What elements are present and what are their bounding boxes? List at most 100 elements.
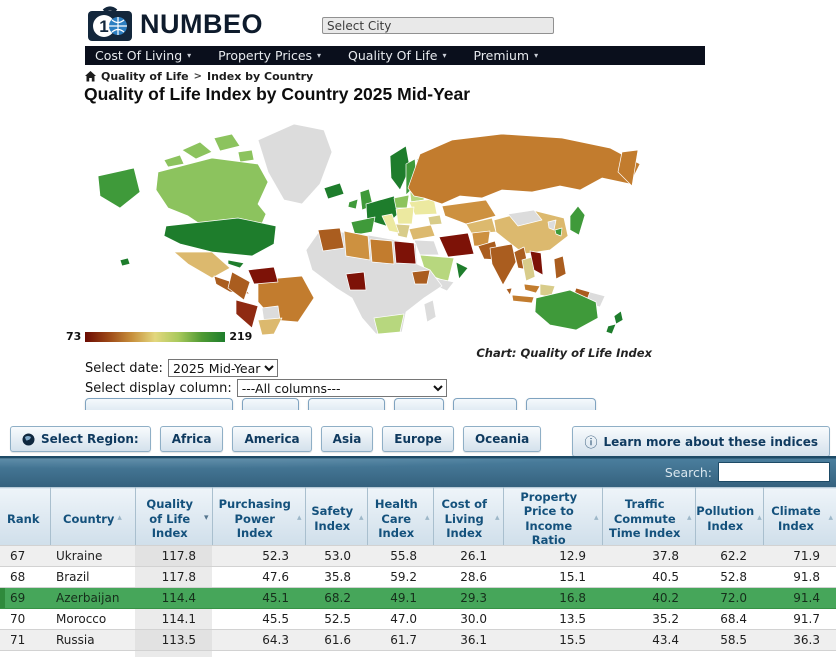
- map-region-hawaii[interactable]: [119, 257, 131, 267]
- map-region-alaska[interactable]: [97, 167, 141, 209]
- column-header-purchasing-power[interactable]: Purchasing Power Index ▴: [212, 487, 306, 551]
- map-region-mongolia[interactable]: [507, 209, 543, 227]
- table-row[interactable]: 67 Ukraine 117.8 52.3 53.0 55.8 26.1 12.9 37.8 62…: [0, 545, 836, 567]
- map-region-poland[interactable]: [393, 194, 410, 209]
- table-row[interactable]: 70 Morocco 114.1 45.5 52.5 47.0 30.0 13.5 35.2 68…: [0, 608, 836, 630]
- column-header-cost-of-living[interactable]: Cost of Living Index ▴: [433, 487, 504, 551]
- column-header-climate[interactable]: Climate Index ▴: [763, 487, 836, 551]
- cutoff-button[interactable]: [394, 398, 444, 410]
- search-input[interactable]: [718, 462, 830, 482]
- map-region-colombia[interactable]: [227, 271, 251, 301]
- cell-property-price-income: 12.9: [503, 545, 602, 567]
- map-region-spain[interactable]: [350, 216, 376, 236]
- map-region-turkey[interactable]: [408, 224, 436, 241]
- nav-cost-of-living[interactable]: Cost Of Living ▾: [95, 48, 192, 63]
- cell-pollution: 62.2: [695, 545, 763, 567]
- column-header-pollution[interactable]: Pollution Index ▴: [695, 487, 764, 551]
- map-region-mexico[interactable]: [173, 251, 231, 279]
- map-region-new-zealand[interactable]: [605, 310, 624, 335]
- table-row[interactable]: 69 Azerbaijan 114.4 45.1 68.2 49.1 29.3 16.8 40.…: [0, 587, 836, 609]
- numbeo-logo[interactable]: 1 NUMBEO: [86, 5, 263, 43]
- map-region-nigeria[interactable]: [345, 271, 367, 291]
- home-icon[interactable]: [85, 71, 96, 82]
- column-header-traffic-commute[interactable]: Traffic Commute Time Index ▴: [602, 487, 696, 551]
- map-region-argentina[interactable]: [257, 317, 283, 336]
- map-region-india[interactable]: [489, 243, 517, 286]
- map-region-norway[interactable]: [389, 145, 411, 191]
- map-region-thailand[interactable]: [521, 256, 536, 282]
- cutoff-button[interactable]: [85, 398, 233, 410]
- map-region-italy[interactable]: [381, 213, 400, 234]
- map-region-china[interactable]: [493, 209, 569, 255]
- map-region-malaysia[interactable]: [523, 283, 541, 294]
- table-row[interactable]: 68 Brazil 117.8 47.6 35.8 59.2 28.6 15.1 40.5 52.…: [0, 566, 836, 588]
- column-header-quality-of-life[interactable]: Quality of Life Index ▾: [135, 487, 213, 551]
- map-region-iran[interactable]: [438, 232, 475, 258]
- search-label: Search:: [664, 464, 712, 480]
- map-region-south-africa[interactable]: [373, 313, 405, 335]
- map-region-oman[interactable]: [455, 261, 469, 280]
- map-region-venezuela[interactable]: [247, 266, 279, 285]
- region-button-europe[interactable]: Europe: [382, 426, 454, 452]
- nav-quality-of-life[interactable]: Quality Of Life ▾: [348, 48, 447, 63]
- numbeo-suitcase-icon: 1: [88, 6, 132, 41]
- column-header-health-care[interactable]: Health Care Index ▴: [367, 487, 434, 551]
- map-region-kazakhstan[interactable]: [441, 199, 497, 225]
- map-region-usa[interactable]: [163, 217, 277, 257]
- map-region-madagascar[interactable]: [423, 299, 437, 323]
- map-region-australia[interactable]: [534, 289, 599, 331]
- map-region-central-europe[interactable]: [395, 206, 415, 225]
- map-region-philippines[interactable]: [553, 255, 567, 280]
- select-region-button[interactable]: Select Region:: [10, 426, 151, 452]
- map-region-ireland[interactable]: [347, 198, 359, 210]
- cutoff-button[interactable]: [526, 398, 596, 410]
- cell-health-care: 59.2: [367, 566, 433, 588]
- map-region-algeria[interactable]: [343, 230, 371, 261]
- map-region-caucasus[interactable]: [427, 214, 443, 226]
- column-header-rank[interactable]: Rank: [0, 487, 51, 551]
- map-region-north-korea[interactable]: [547, 219, 557, 231]
- map-region-greenland[interactable]: [257, 123, 333, 205]
- map-region-ethiopia[interactable]: [411, 269, 431, 285]
- map-region-peru[interactable]: [235, 299, 259, 329]
- map-region-canada-islands[interactable]: [163, 133, 255, 168]
- select-display-column-dropdown[interactable]: ---All columns---: [236, 379, 447, 397]
- map-region-egypt[interactable]: [393, 240, 417, 265]
- map-region-sri-lanka[interactable]: [505, 287, 513, 296]
- map-region-cuba[interactable]: [227, 259, 245, 269]
- region-button-africa[interactable]: Africa: [159, 426, 224, 452]
- cutoff-button[interactable]: [308, 398, 385, 410]
- map-region-iraq-syria[interactable]: [413, 239, 440, 256]
- sort-icon: ▴: [828, 513, 833, 524]
- cell-climate: 71.9: [763, 545, 836, 567]
- breadcrumb-quality-of-life[interactable]: Quality of Life: [101, 70, 189, 83]
- column-header-country[interactable]: Country ▴: [50, 487, 136, 551]
- cell-pollution: 72.0: [695, 587, 763, 609]
- cell-cost-of-living: 36.1: [433, 629, 503, 651]
- nav-property-prices[interactable]: Property Prices ▾: [218, 48, 322, 63]
- region-button-america[interactable]: America: [232, 426, 312, 452]
- region-button-oceania[interactable]: Oceania: [462, 426, 542, 452]
- table-row[interactable]: 71 Russia 113.5 64.3 61.6 61.7 36.1 15.5 43.4 58.…: [0, 629, 836, 651]
- select-date-dropdown[interactable]: 2025 Mid-Year: [167, 359, 278, 377]
- cell-purchasing-power: 52.3: [212, 545, 305, 567]
- map-region-kamchatka[interactable]: [617, 149, 639, 187]
- map-region-libya[interactable]: [369, 238, 395, 265]
- map-region-russia[interactable]: [407, 133, 641, 205]
- nav-premium[interactable]: Premium ▾: [473, 48, 539, 63]
- map-region-south-korea[interactable]: [554, 227, 563, 237]
- map-region-vietnam[interactable]: [529, 250, 544, 276]
- learn-more-button[interactable]: ⓘ Learn more about these indices: [572, 426, 830, 457]
- cell-property-price-income: 13.5: [503, 608, 602, 630]
- cutoff-button[interactable]: [242, 398, 299, 410]
- column-header-property-price-income[interactable]: Property Price to Income Ratio ▴: [503, 487, 603, 551]
- cutoff-button[interactable]: [453, 398, 517, 410]
- breadcrumb-index-by-country[interactable]: Index by Country: [207, 70, 314, 83]
- main-nav: Cost Of Living ▾ Property Prices ▾ Quality…: [85, 46, 705, 65]
- column-header-safety[interactable]: Safety Index ▴: [305, 487, 368, 551]
- map-region-japan[interactable]: [569, 205, 586, 236]
- select-city-input[interactable]: [322, 17, 554, 34]
- map-region-iceland[interactable]: [323, 182, 345, 200]
- region-button-asia[interactable]: Asia: [320, 426, 374, 452]
- map-region-morocco[interactable]: [317, 227, 345, 252]
